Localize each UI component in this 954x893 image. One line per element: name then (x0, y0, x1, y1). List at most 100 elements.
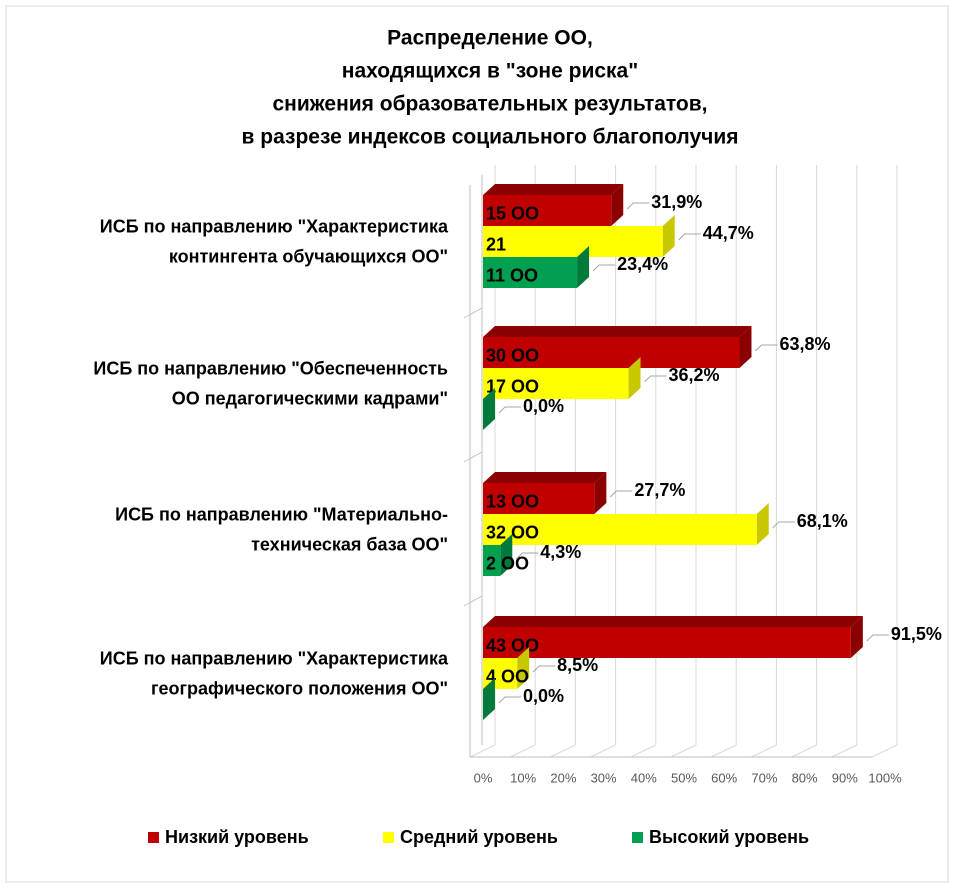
bar-top (483, 326, 752, 337)
x-tick-label: 10% (510, 770, 536, 785)
legend-label: Низкий уровень (165, 827, 309, 847)
grid-line (710, 744, 737, 758)
value-label: 63,8% (779, 334, 830, 354)
bar-side (628, 357, 641, 399)
bar-side (483, 388, 495, 430)
grid-line (590, 744, 616, 758)
bar (483, 337, 740, 368)
grid-line (751, 744, 777, 758)
value-label: 0,0% (523, 396, 564, 416)
leader-line (592, 264, 616, 272)
category-label: ИСБ по направлению "Характеристика (100, 216, 449, 236)
bar-side (662, 215, 675, 257)
category-separator (463, 451, 483, 463)
bar (483, 545, 501, 576)
count-label: 32 ОО (486, 522, 539, 542)
grid-line (670, 744, 697, 758)
value-label: 4,3% (540, 542, 581, 562)
bar-side (611, 184, 624, 226)
value-label: 23,4% (617, 254, 668, 274)
grid-line (509, 744, 536, 758)
count-label: 2 ОО (486, 553, 529, 573)
bar-side (756, 503, 769, 545)
value-label: 68,1% (797, 511, 848, 531)
value-label: 91,5% (891, 624, 942, 644)
value-label: 36,2% (669, 365, 720, 385)
legend-label: Средний уровень (400, 827, 558, 847)
bar-top (483, 616, 863, 627)
leader-line (532, 665, 556, 673)
count-label: 13 ОО (486, 491, 539, 511)
bar-side (739, 326, 752, 368)
category-separator (463, 307, 483, 319)
value-label: 44,7% (703, 223, 754, 243)
category-label: техническая база ОО" (251, 534, 448, 554)
leader-line (515, 552, 539, 560)
x-tick-label: 90% (832, 770, 858, 785)
bar (483, 195, 612, 226)
leader-line (772, 521, 795, 529)
leader-line (755, 344, 778, 352)
count-label: 11 ОО (486, 265, 538, 285)
category-label: географического положения ОО" (151, 678, 448, 698)
bar (483, 226, 663, 257)
bar-side (594, 472, 607, 514)
category-separator (463, 595, 483, 607)
count-label: 21 (486, 234, 506, 254)
value-label: 31,9% (651, 192, 702, 212)
leader-line (610, 490, 633, 498)
bar-side (517, 647, 530, 689)
category-label: ОО педагогическими кадрами" (172, 388, 448, 408)
x-tick-label: 70% (751, 770, 777, 785)
bar-side (850, 616, 863, 658)
x-tick-label: 50% (671, 770, 697, 785)
leader-line (678, 233, 701, 241)
chart-title: находящихся в "зоне риска" (342, 60, 638, 83)
grid-line (550, 744, 576, 758)
x-tick-label: 100% (868, 770, 902, 785)
leader-line (644, 375, 667, 383)
count-label: 15 ОО (486, 203, 539, 223)
bar (483, 514, 757, 545)
bar-top (483, 472, 607, 483)
x-tick-label: 30% (591, 770, 617, 785)
legend-swatch (148, 832, 159, 843)
bar (483, 627, 851, 658)
grid-line (871, 744, 898, 758)
category-label: ИСБ по направлению "Обеспеченность (93, 358, 448, 378)
x-tick-label: 60% (711, 770, 737, 785)
bar-top (483, 184, 624, 195)
chart-title: в разрезе индексов социального благополу… (242, 126, 739, 149)
count-label: 17 ОО (486, 376, 539, 396)
bar-side (500, 534, 513, 576)
bar (483, 483, 595, 514)
leader-line (498, 406, 521, 414)
x-tick-label: 20% (550, 770, 576, 785)
legend-label: Высокий уровень (649, 827, 809, 847)
grid-line (831, 744, 858, 758)
x-tick-label: 0% (474, 770, 493, 785)
chart-title: снижения образовательных результатов, (273, 93, 708, 116)
grid-line (469, 744, 496, 758)
bar (483, 368, 629, 399)
value-label: 27,7% (634, 480, 685, 500)
category-label: контингента обучающихся ОО" (169, 246, 448, 266)
leader-line (626, 202, 650, 210)
legend-swatch (383, 832, 394, 843)
category-label: ИСБ по направлению "Характеристика (100, 648, 449, 668)
value-label: 8,5% (557, 655, 598, 675)
value-label: 0,0% (523, 686, 564, 706)
chart-title: Распределение ОО, (387, 27, 593, 50)
legend-swatch (632, 832, 643, 843)
category-label: ИСБ по направлению "Материально- (115, 504, 448, 524)
x-tick-label: 80% (792, 770, 818, 785)
grid-line (630, 744, 657, 758)
leader-line (498, 696, 521, 704)
bar-side (577, 246, 590, 288)
count-label: 43 ОО (486, 635, 539, 655)
leader-line (866, 634, 889, 642)
grid-line (791, 744, 817, 758)
chart-border (5, 5, 949, 883)
x-tick-label: 40% (631, 770, 657, 785)
